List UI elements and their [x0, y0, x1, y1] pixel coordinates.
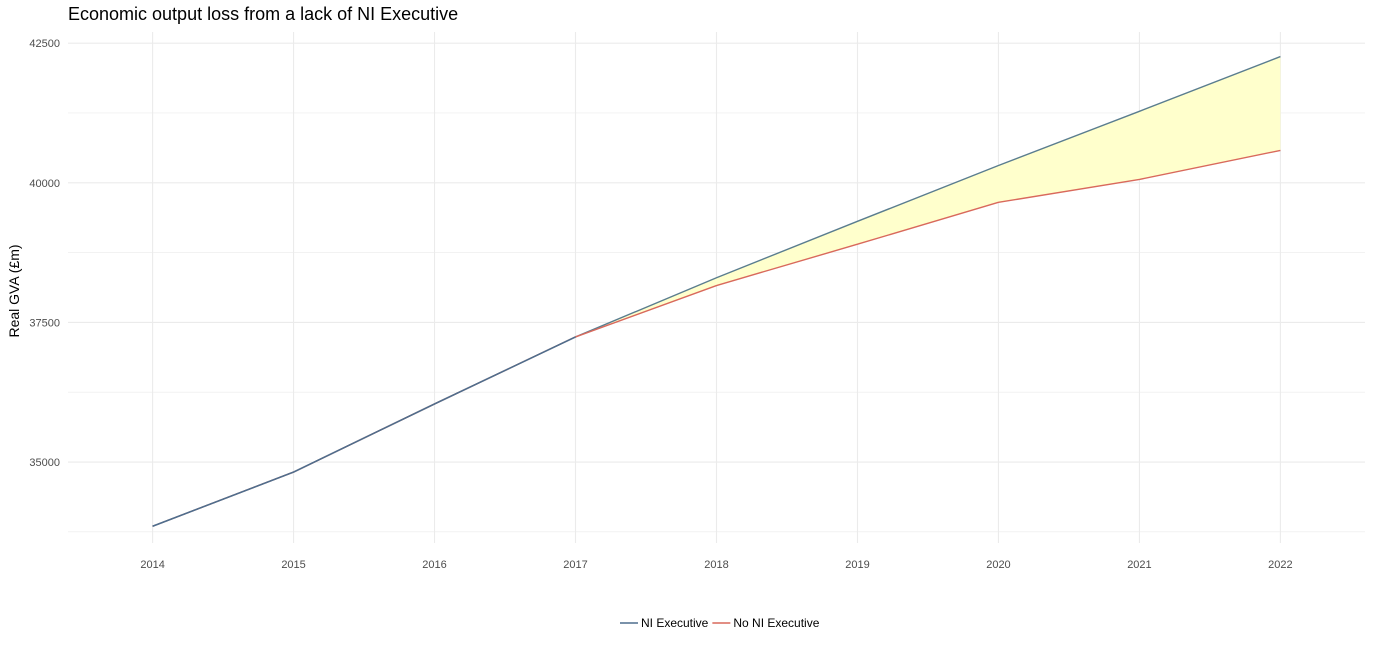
series-lines [152, 55, 1281, 527]
output-loss-area [152, 56, 1281, 527]
x-tick-label: 2014 [140, 559, 164, 571]
x-tick-label: 2019 [845, 559, 869, 571]
x-tick-label: 2016 [422, 559, 446, 571]
legend-label: NI Executive [641, 616, 709, 630]
overlap-line [152, 336, 576, 527]
y-tick-label: 35000 [29, 457, 60, 469]
y-tick-label: 37500 [29, 317, 60, 329]
y-tick-label: 42500 [29, 38, 60, 50]
gap-area [152, 56, 1281, 527]
grid-lines [68, 32, 1365, 543]
x-tick-label: 2015 [281, 559, 305, 571]
x-tick-label: 2021 [1127, 559, 1151, 571]
tick-labels: 35000 37500 40000 42500 2014 2015 2016 2017 2018… [29, 38, 1292, 571]
y-tick-label: 40000 [29, 178, 60, 190]
legend-label: No NI Executive [733, 616, 819, 630]
x-tick-label: 2022 [1268, 559, 1292, 571]
y-axis-title: Real GVA (£m) [6, 244, 22, 337]
x-tick-label: 2017 [563, 559, 587, 571]
chart-title: Economic output loss from a lack of NI E… [68, 4, 458, 24]
x-tick-label: 2020 [986, 559, 1010, 571]
x-tick-label: 2018 [704, 559, 728, 571]
legend: NI Executive No NI Executive [620, 616, 820, 630]
